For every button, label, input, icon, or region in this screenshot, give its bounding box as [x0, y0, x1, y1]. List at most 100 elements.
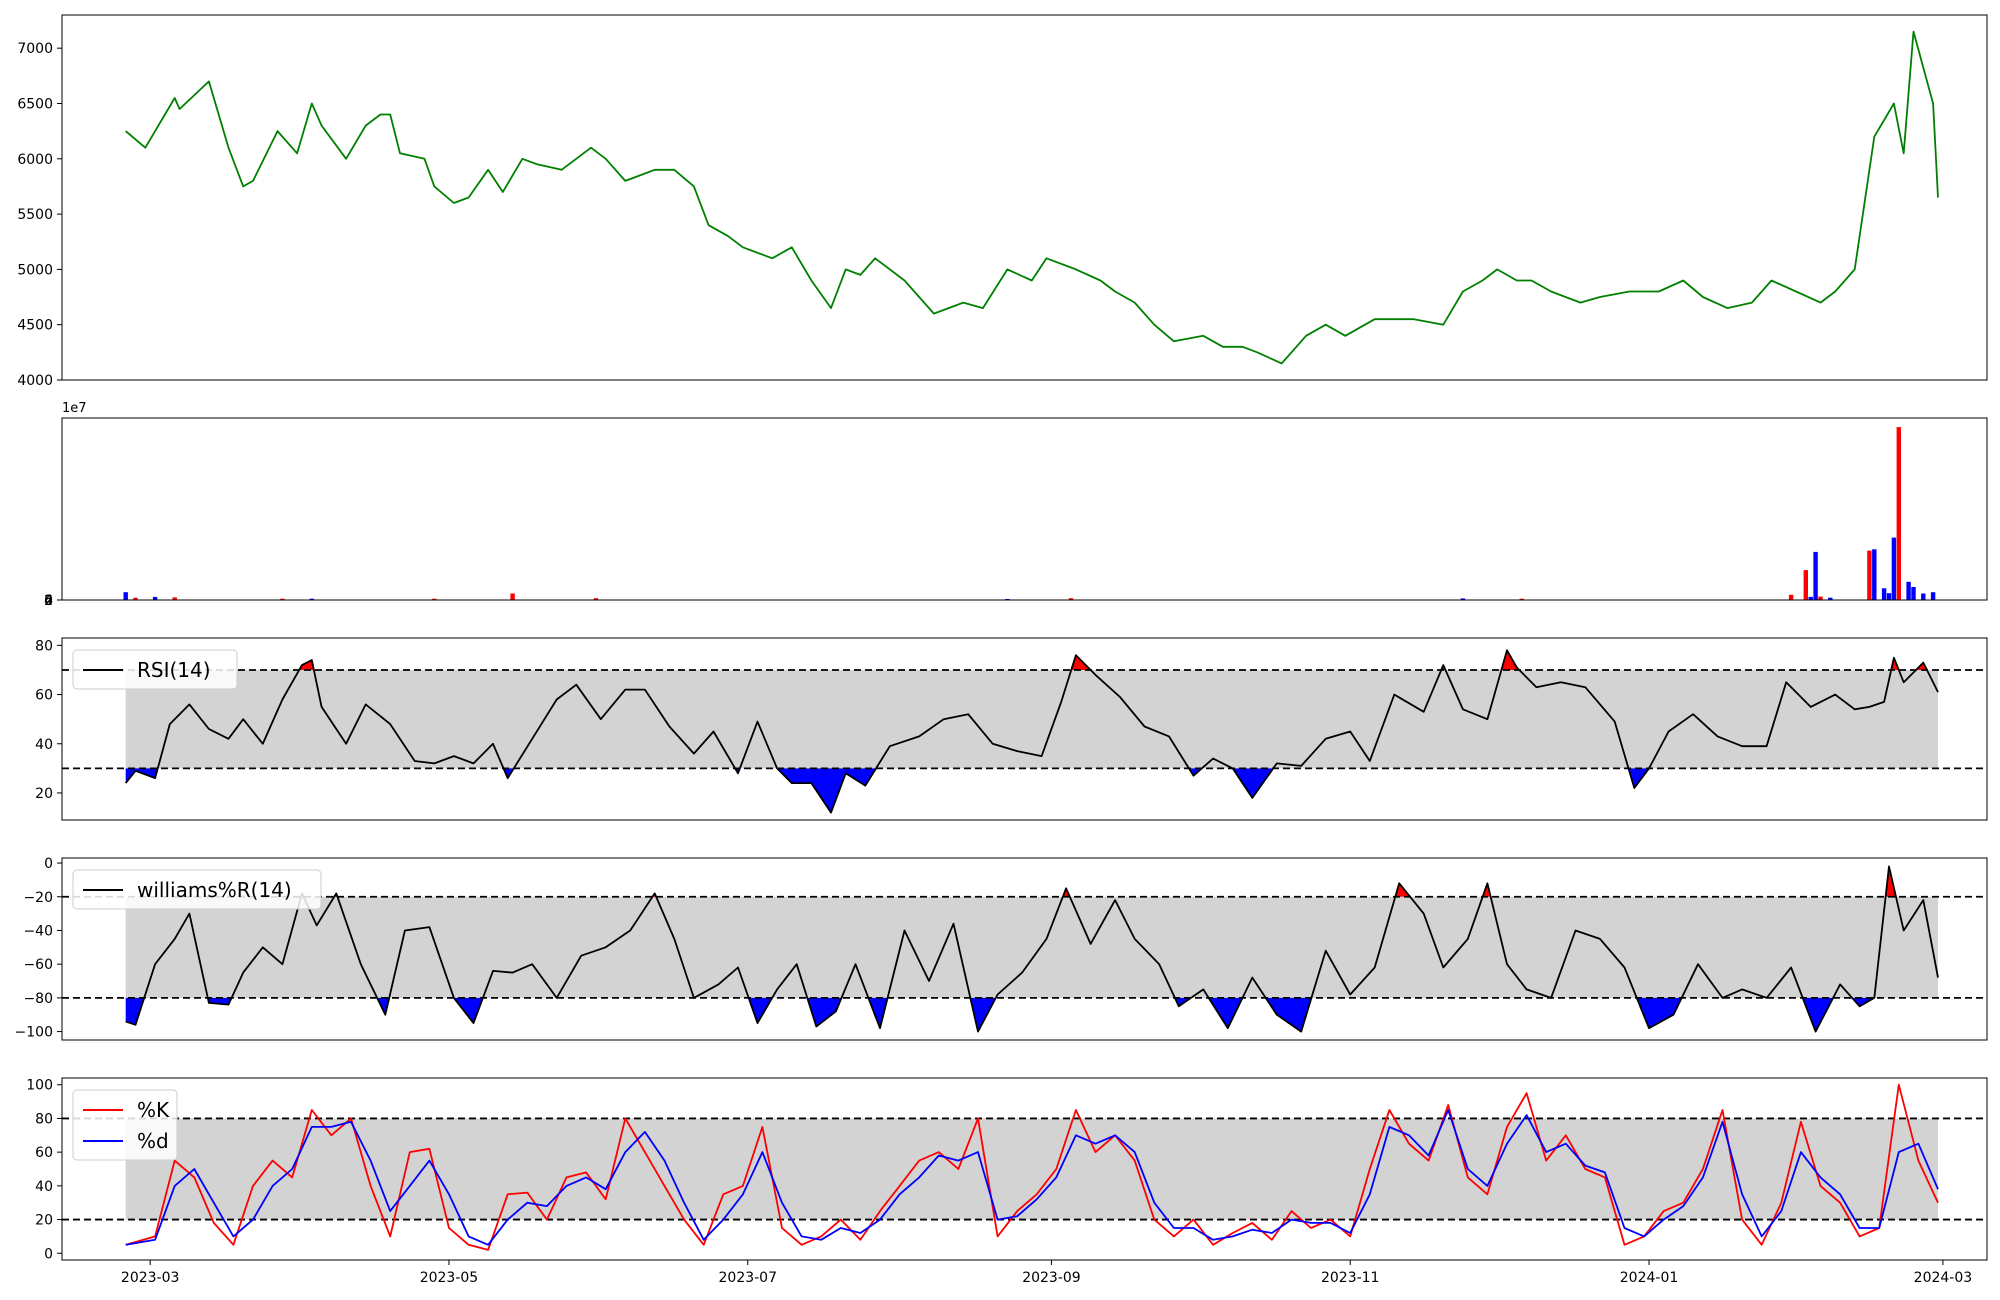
- volume-bar: [510, 593, 515, 600]
- rsi-frame: [61, 637, 1988, 821]
- volume-bar: [1881, 588, 1887, 600]
- rsi-ytick-label: 40: [35, 737, 53, 753]
- volume-bar: [1818, 596, 1823, 600]
- rsi-oversold-fill: [1232, 768, 1274, 798]
- williams-ytick-label: −40: [23, 923, 53, 939]
- stochastic-ytick-label: 0: [44, 1246, 53, 1262]
- price-ytick-label: 6000: [17, 152, 53, 168]
- volume-bar: [1068, 598, 1074, 600]
- williams-ytick-label: 0: [44, 856, 53, 872]
- rsi-legend-label: RSI(14): [137, 658, 211, 682]
- volume-bar: [133, 597, 138, 600]
- volume-bar: [1911, 587, 1916, 600]
- volume-bar: [1867, 550, 1872, 600]
- rsi-legend: [72, 649, 238, 690]
- volume-bar: [1519, 598, 1524, 600]
- x-tick-label: 2023-09: [1022, 1270, 1081, 1286]
- price-ytick-label: 4500: [17, 318, 53, 334]
- price-ytick-label: 7000: [17, 41, 53, 57]
- volume-bar: [593, 598, 599, 600]
- volume-bar: [1886, 593, 1892, 600]
- volume-bar: [1788, 594, 1794, 600]
- volume-bar: [1460, 598, 1466, 600]
- volume-bar: [152, 596, 158, 600]
- williams-oversold-fill: [868, 997, 888, 1029]
- volume-bar: [1803, 570, 1808, 600]
- x-tick-label: 2023-03: [121, 1270, 180, 1286]
- williams-neutral-band: [125, 896, 1939, 998]
- rsi-ytick-label: 80: [35, 638, 53, 654]
- price-ytick-label: 5000: [17, 262, 53, 278]
- stochastic-legend: [72, 1089, 178, 1161]
- x-tick-label: 2024-01: [1620, 1270, 1679, 1286]
- stochastic-legend-label: %K: [137, 1098, 170, 1122]
- williams-oversold-fill: [1636, 997, 1682, 1029]
- stochastic-ytick-label: 100: [26, 1078, 53, 1094]
- volume-bar: [1906, 581, 1911, 600]
- volume-ytick-label: 2: [44, 593, 53, 609]
- price-panel: 4000 4500 5000 5500 6000 6500 7000: [17, 14, 1988, 389]
- rsi-ytick-label: 60: [35, 688, 53, 704]
- volume-bar: [1813, 551, 1818, 600]
- x-tick-label: 2023-11: [1321, 1270, 1380, 1286]
- rsi-line: [124, 649, 1939, 814]
- price-ytick-label: 4000: [17, 373, 53, 389]
- volume-bar: [1808, 596, 1813, 600]
- volume-bar: [1921, 593, 1926, 600]
- williams-oversold-fill: [125, 997, 145, 1025]
- volume-bar: [309, 598, 314, 600]
- x-tick-label: 2024-03: [1914, 1270, 1973, 1286]
- williams-oversold-fill: [807, 997, 842, 1027]
- rsi-neutral-band: [125, 669, 1939, 769]
- williams-oversold-fill: [1802, 997, 1834, 1032]
- stochastic-frame: [61, 1077, 1988, 1261]
- volume-ytick-label: 4: [44, 593, 53, 609]
- volume-bar: [1896, 427, 1901, 600]
- rsi-panel: 20 40 60 80 RSI(14): [35, 637, 1988, 821]
- x-tick-label: 2023-05: [420, 1270, 479, 1286]
- price-frame: [61, 14, 1988, 381]
- stochastic-series-k-line: [125, 1083, 1939, 1251]
- williams-legend: [72, 869, 322, 910]
- stochastic-ytick-label: 20: [35, 1213, 53, 1229]
- williams-legend-label: williams%R(14): [137, 878, 292, 902]
- stochastic-series-d-line: [125, 1109, 1939, 1246]
- williams-r-panel: 0 −20 −40 −60 −80 −100 williams%R(14): [15, 856, 1988, 1041]
- volume-bar: [1828, 597, 1833, 600]
- rsi-oversold-fill: [777, 768, 876, 813]
- williams-oversold-fill: [748, 997, 773, 1024]
- stochastic-ytick-label: 60: [35, 1145, 53, 1161]
- price-line: [125, 30, 1939, 365]
- x-tick-label: 2023-07: [719, 1270, 778, 1286]
- stochastic-ytick-label: 80: [35, 1111, 53, 1127]
- volume-exponent-label: 1e7: [62, 401, 87, 416]
- williams-oversold-fill: [1265, 997, 1312, 1032]
- williams-ytick-label: −100: [15, 1025, 53, 1041]
- stochastic-panel: 0 20 40 60 80 100 %K %d 2023-03 2023-05 2023-07 202…: [26, 1077, 1988, 1286]
- williams-ytick-label: −80: [23, 991, 53, 1007]
- williams-line: [125, 865, 1939, 1033]
- volume-frame: [61, 417, 1988, 601]
- rsi-overbought-fill: [299, 660, 314, 670]
- volume-ytick-label: 0: [44, 593, 53, 609]
- volume-bar: [172, 597, 177, 600]
- volume-bar: [1930, 592, 1936, 600]
- williams-ytick-label: −60: [23, 957, 53, 973]
- volume-bar: [123, 592, 128, 600]
- williams-oversold-fill: [1208, 997, 1243, 1029]
- volume-bar: [1891, 537, 1897, 600]
- rsi-ytick-label: 20: [35, 786, 53, 802]
- price-ytick-label: 6500: [17, 96, 53, 112]
- price-ytick-label: 5500: [17, 207, 53, 223]
- williams-oversold-fill: [1852, 997, 1875, 1007]
- williams-ytick-label: −20: [23, 890, 53, 906]
- volume-bar: [280, 598, 285, 600]
- volume-ytick-label: 6: [44, 593, 53, 609]
- stochastic-ytick-label: 40: [35, 1179, 53, 1195]
- volume-bar: [1872, 549, 1877, 600]
- volume-bar: [432, 598, 437, 600]
- williams-frame: [61, 857, 1988, 1041]
- stochastic-legend-label: %d: [137, 1129, 169, 1153]
